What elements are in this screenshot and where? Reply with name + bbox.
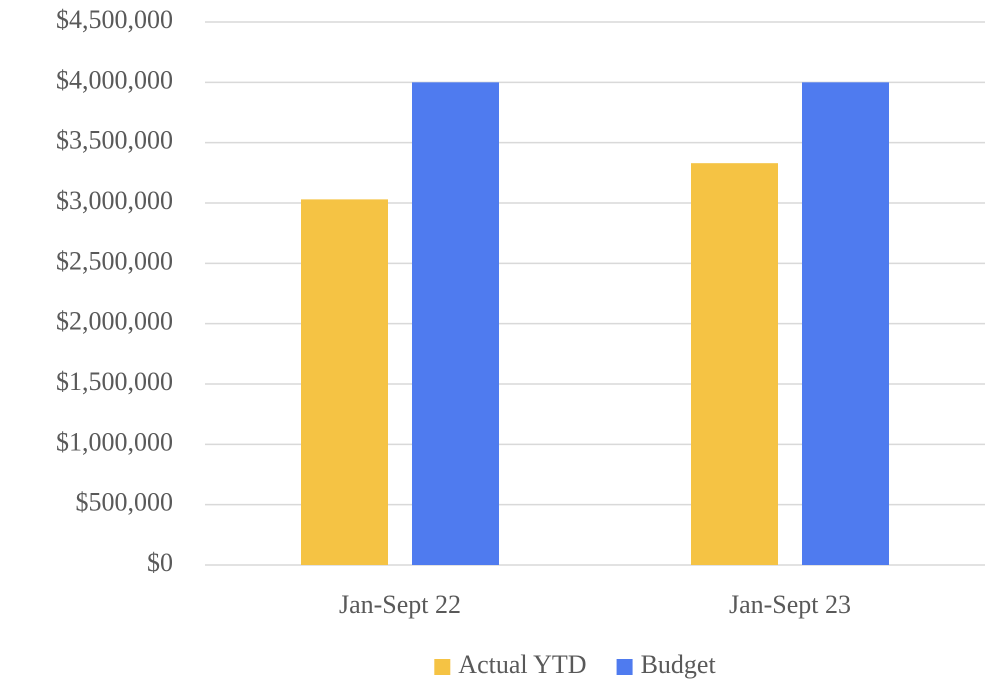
y-tick-label: $1,500,000 [56, 367, 173, 396]
y-tick-label: $1,000,000 [56, 427, 173, 456]
bar [412, 82, 499, 565]
legend-swatch [616, 659, 633, 675]
y-tick-label: $2,000,000 [56, 307, 173, 336]
legend-label: Actual YTD [458, 650, 586, 679]
legend-label: Budget [641, 650, 717, 679]
y-tick-label: $3,000,000 [56, 186, 173, 215]
y-tick-label: $4,500,000 [56, 5, 173, 34]
bar [301, 199, 388, 565]
y-tick-label: $500,000 [76, 488, 174, 517]
bar [802, 82, 889, 565]
bar [691, 163, 778, 565]
y-tick-label: $2,500,000 [56, 246, 173, 275]
y-tick-label: $4,000,000 [56, 65, 173, 94]
y-tick-label: $3,500,000 [56, 126, 173, 155]
legend-swatch [434, 659, 451, 675]
y-tick-label: $0 [147, 548, 173, 577]
x-tick-label: Jan-Sept 23 [729, 590, 851, 619]
x-tick-label: Jan-Sept 22 [339, 590, 461, 619]
